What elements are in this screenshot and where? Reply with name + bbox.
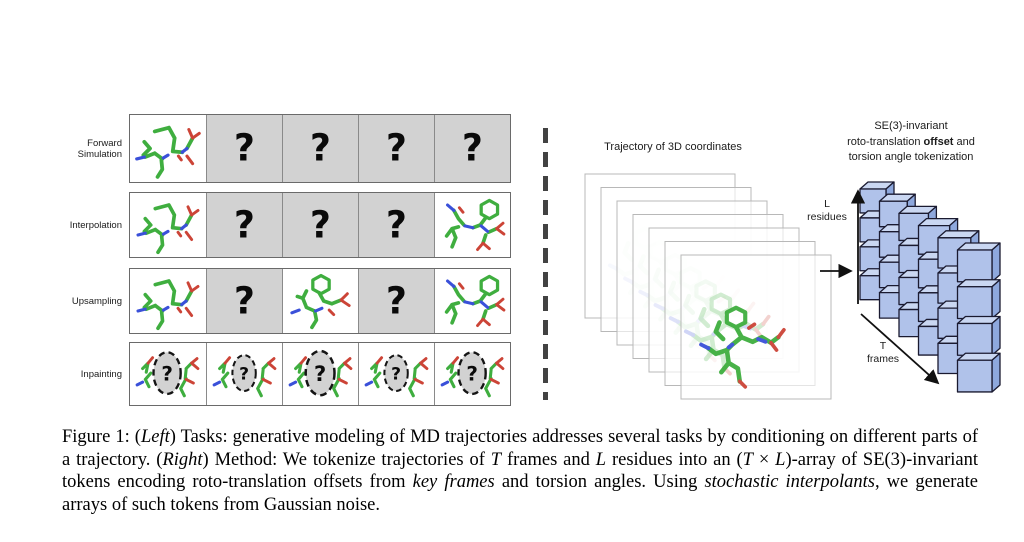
unknown-frame-cell: ?: [282, 193, 358, 257]
caption-text: T: [742, 449, 753, 470]
token-cube-array: [859, 181, 1001, 393]
t-axis-label: T frames: [852, 340, 914, 366]
molecule-icon: ?: [364, 354, 429, 398]
unknown-frame-cell: ?: [282, 115, 358, 182]
task-label: Forward Simulation: [77, 137, 122, 160]
caption-text: L: [595, 449, 607, 470]
token-cube-face: [956, 359, 993, 393]
se3-line1: SE(3)-invariant: [874, 120, 948, 132]
t-axis-arrow: [860, 313, 940, 385]
task-row: Forward Simulation????: [0, 114, 511, 183]
inpaint-frame-cell: ?: [282, 343, 358, 405]
se3-line2-pre: roto-translation: [847, 135, 924, 148]
unknown-frame-cell: ?: [358, 269, 434, 333]
molecule-icon: ?: [135, 351, 200, 398]
caption-text: L: [775, 449, 786, 470]
inpaint-frame-cell: ?: [206, 343, 282, 405]
caption-text: residues into an (: [606, 449, 743, 470]
unknown-frame-cell: ?: [206, 115, 282, 182]
question-mark: ?: [239, 364, 249, 384]
unknown-frame-cell: ?: [206, 269, 282, 333]
l-axis-label: L residues: [798, 198, 856, 224]
token-cube-face: [991, 279, 1001, 320]
masked-region-ellipse: [304, 349, 336, 397]
caption-text: ) Method: We tokenize trajectories of: [202, 449, 491, 470]
token-cube-face: [991, 352, 1001, 393]
question-mark: ?: [386, 279, 407, 323]
caption-text: and torsion angles. Using: [494, 472, 705, 492]
molecule-icon: ?: [212, 354, 277, 398]
molecule-frame-cell: [282, 269, 358, 333]
task-row: Interpolation???: [0, 192, 511, 258]
molecule-frame-cell: [434, 269, 510, 333]
token-cube-face: [956, 249, 993, 283]
molecule-icon: ?: [440, 351, 505, 398]
question-mark: ?: [310, 203, 331, 247]
trajectory-stack: [584, 173, 832, 400]
question-mark: ?: [234, 126, 255, 171]
se3-line3: torsion angle tokenization: [848, 151, 974, 163]
divider-dashed-line: [543, 128, 548, 400]
question-mark: ?: [462, 126, 483, 171]
task-label: Interpolation: [69, 219, 122, 231]
question-mark: ?: [234, 203, 255, 247]
task-label: Inpainting: [80, 368, 122, 380]
caption-text: , we generate arrays of such tokens from…: [62, 472, 978, 515]
se3-tokenization-label: SE(3)-invariant roto-translation offset …: [818, 119, 1004, 166]
t-axis-symbol: T: [879, 340, 887, 352]
inpaint-frame-cell: ?: [130, 343, 206, 405]
question-mark: ?: [161, 362, 173, 385]
token-cube-face: [956, 322, 993, 356]
caption-text: frames and: [501, 449, 596, 470]
task-row: Upsampling??: [0, 268, 511, 334]
caption-text: ×: [752, 449, 776, 470]
token-cube-face: [991, 315, 1001, 356]
caption-text: Right: [162, 449, 203, 470]
masked-region-ellipse: [383, 354, 409, 393]
molecule-icon: ?: [288, 349, 353, 398]
inpaint-frame-cell: ?: [358, 343, 434, 405]
unknown-frame-cell: ?: [434, 115, 510, 182]
token-cube-face: [956, 286, 993, 320]
masked-region-ellipse: [231, 354, 257, 393]
caption-text: Left: [140, 427, 170, 447]
l-axis-symbol: L: [824, 198, 830, 210]
unknown-frame-cell: ?: [358, 115, 434, 182]
masked-region-ellipse: [152, 351, 182, 396]
axis-arrows: [820, 189, 940, 385]
question-mark: ?: [466, 362, 478, 385]
se3-line2-post: and: [953, 135, 975, 148]
task-label: Upsampling: [71, 295, 122, 307]
caption-text: )-array of SE(3)-invariant tokens encodi…: [62, 449, 979, 493]
question-mark: ?: [234, 279, 255, 323]
question-mark: ?: [386, 203, 407, 247]
caption-text: stochastic interpolants: [704, 472, 875, 492]
question-mark: ?: [314, 361, 326, 386]
frame-strip: ???: [129, 192, 511, 258]
unknown-frame-cell: ?: [358, 193, 434, 257]
unknown-frame-cell: ?: [206, 193, 282, 257]
frame-strip: ????: [129, 114, 511, 183]
masked-region-ellipse: [457, 351, 487, 396]
caption-text: key frames: [412, 472, 495, 492]
question-mark: ?: [386, 126, 407, 171]
caption-text: ) Tasks: generative modeling of MD traje…: [62, 427, 978, 470]
molecule-frame-cell: [434, 193, 510, 257]
se3-line2-offset: offset: [923, 135, 954, 148]
caption-text: Figure 1: (: [62, 427, 141, 447]
task-row: Inpainting?????: [0, 342, 511, 406]
caption-text: T: [490, 449, 502, 470]
figure-caption: Figure 1: (Left) Tasks: generative model…: [62, 426, 978, 516]
inpaint-frame-cell: ?: [434, 343, 510, 405]
trajectory-label: Trajectory of 3D coordinates: [604, 141, 742, 153]
question-mark: ?: [310, 126, 331, 171]
l-axis-word: residues: [807, 211, 847, 223]
t-axis-word: frames: [866, 353, 900, 365]
token-cube-face: [991, 242, 1001, 283]
frame-strip: ?????: [129, 342, 511, 406]
question-mark: ?: [391, 364, 401, 384]
frame-strip: ??: [129, 268, 511, 334]
